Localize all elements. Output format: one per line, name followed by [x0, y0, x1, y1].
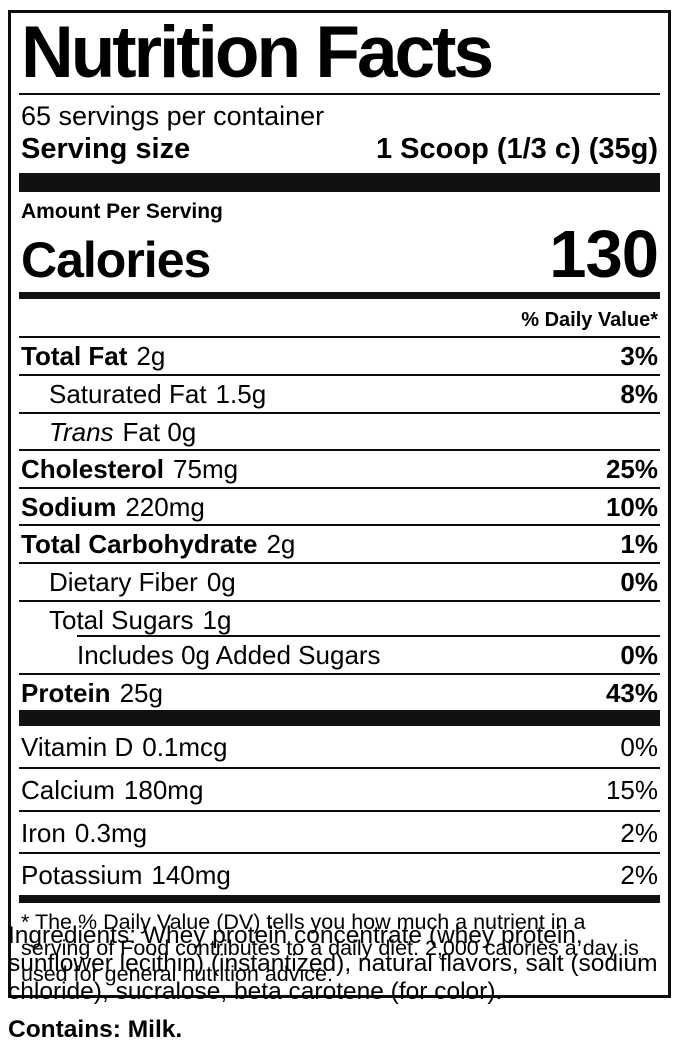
- micronutrient-amount: 0.3mg: [74, 817, 148, 848]
- nutrient-row-sodium: Sodium 220mg 10%: [19, 489, 660, 527]
- nutrient-row-dietary-fiber: Dietary Fiber 0g 0%: [19, 564, 660, 602]
- nutrient-percent: 0%: [620, 567, 658, 598]
- nutrient-name: Includes 0g Added Sugars: [77, 640, 381, 671]
- micronutrient-percent: 15%: [605, 775, 658, 806]
- nutrient-amount: 1.5g: [215, 379, 267, 410]
- micronutrient-row-potassium: Potassium 140mg 2%: [19, 854, 660, 895]
- nutrient-row-total-carbohydrate: Total Carbohydrate 2g 1%: [19, 526, 660, 565]
- nutrient-row-added-sugars: Includes 0g Added Sugars 0%: [19, 635, 660, 675]
- nutrient-name: Total Carbohydrate: [21, 529, 258, 560]
- micronutrient-row-calcium: Calcium 180mg 15%: [19, 769, 660, 812]
- nutrient-row-cholesterol: Cholesterol 75mg 25%: [19, 451, 660, 489]
- nutrient-amount: 2g: [266, 529, 296, 560]
- nutrient-name: Cholesterol: [21, 454, 165, 485]
- nutrient-percent: 43%: [605, 677, 658, 708]
- nutrient-row-total-sugars: Total Sugars 1g: [19, 602, 660, 638]
- thick-divider-top: [19, 172, 660, 192]
- micronutrient-name: Vitamin D: [21, 732, 134, 763]
- medium-divider-bottom: [19, 894, 660, 903]
- micronutrient-name: Potassium: [21, 860, 143, 891]
- micronutrient-percent: 0%: [620, 732, 658, 763]
- nutrient-name: Sodium: [21, 491, 117, 522]
- calories-row: Calories 130: [19, 216, 660, 293]
- medium-divider-calories: [19, 292, 660, 300]
- nutrition-label: Nutrition Facts 65 servings per containe…: [8, 10, 671, 999]
- nutrient-name: Total Fat: [21, 341, 128, 372]
- nutrient-amount: 0g: [206, 567, 236, 598]
- nutrient-row-protein: Protein 25g 43%: [19, 675, 660, 711]
- nutrient-name: Total Sugars: [49, 604, 194, 635]
- micronutrient-row-vitamin-d: Vitamin D 0.1mcg 0%: [19, 726, 660, 770]
- daily-value-header: % Daily Value*: [19, 304, 660, 339]
- calories-value: 130: [549, 216, 659, 292]
- micronutrient-amount: 0.1mcg: [142, 732, 228, 763]
- contains-text: Contains: Milk.: [8, 1015, 183, 1042]
- nutrient-percent: 10%: [605, 491, 658, 522]
- nutrient-name: Dietary Fiber: [49, 567, 198, 598]
- label-title: Nutrition Facts: [21, 12, 494, 93]
- serving-size-label: Serving size: [21, 132, 191, 165]
- nutrient-row-trans-fat: Trans Fat 0g: [19, 414, 660, 452]
- nutrient-name: Saturated Fat: [49, 379, 207, 410]
- nutrient-amount: 25g: [119, 677, 163, 708]
- micronutrient-amount: 180mg: [123, 775, 204, 806]
- servings-per-container: 65 servings per container: [21, 100, 325, 131]
- amount-per-serving-label: Amount Per Serving: [21, 199, 223, 223]
- nutrient-rows: Total Fat 2g 3% Saturated Fat 1.5g 8% Tran…: [19, 338, 660, 710]
- serving-size-value: 1 Scoop (1/3 c) (35g): [375, 132, 658, 165]
- nutrient-name: Trans: [49, 416, 114, 447]
- nutrient-row-total-fat: Total Fat 2g 3%: [19, 338, 660, 377]
- serving-size-row: Serving size 1 Scoop (1/3 c) (35g): [19, 132, 660, 173]
- micronutrient-name: Calcium: [21, 775, 115, 806]
- nutrient-amount: 1g: [202, 604, 232, 635]
- title-divider: [19, 92, 660, 95]
- micronutrient-name: Iron: [21, 817, 66, 848]
- nutrient-percent: 3%: [620, 341, 658, 372]
- micronutrient-percent: 2%: [620, 860, 658, 891]
- daily-value-footnote: * The % Daily Value (DV) tells you how m…: [21, 909, 639, 987]
- nutrient-amount: 2g: [136, 341, 166, 372]
- nutrient-name: Protein: [21, 677, 111, 708]
- nutrient-percent: 25%: [605, 454, 658, 485]
- micronutrient-row-iron: Iron 0.3mg 2%: [19, 812, 660, 855]
- nutrient-amount: 75mg: [173, 454, 239, 485]
- nutrient-percent: 0%: [620, 640, 658, 671]
- nutrient-amount: Fat 0g: [122, 416, 197, 447]
- calories-label: Calories: [21, 231, 211, 288]
- micronutrient-percent: 2%: [620, 817, 658, 848]
- nutrient-percent: 1%: [620, 529, 658, 560]
- micronutrient-amount: 140mg: [151, 860, 231, 891]
- thick-divider-protein: [19, 710, 660, 727]
- micronutrient-rows: Vitamin D 0.1mcg 0% Calcium 180mg 15% Iron…: [19, 726, 660, 894]
- ingredients-text: Ingredients: Whey protein concentrate (w…: [8, 922, 658, 1005]
- nutrient-amount: 220mg: [125, 491, 205, 522]
- nutrient-percent: 8%: [620, 379, 658, 410]
- nutrient-row-saturated-fat: Saturated Fat 1.5g 8%: [19, 376, 660, 414]
- below-label-section: Ingredients: Whey protein concentrate (w…: [8, 922, 671, 1042]
